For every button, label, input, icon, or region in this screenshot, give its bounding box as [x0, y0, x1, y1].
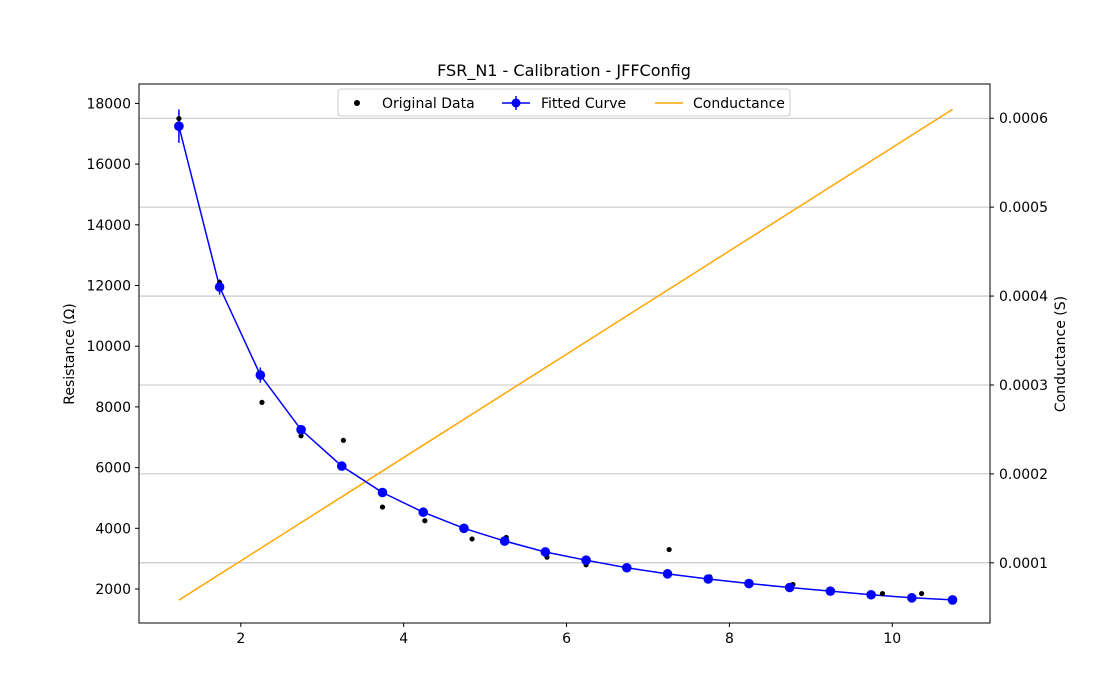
y-tick-label: 16000 [86, 157, 131, 173]
original-data-point [176, 115, 182, 122]
y2-tick-label: 0.0001 [999, 556, 1048, 572]
x-tick-label: 10 [883, 631, 901, 647]
original-data-point [259, 399, 265, 405]
original-data-point [469, 536, 475, 542]
fitted-curve-point [499, 536, 510, 546]
y-tick-label: 4000 [95, 521, 131, 537]
legend-original-label: Original Data [382, 96, 475, 112]
original-data-point [422, 518, 428, 524]
fitted-curve-point [784, 582, 795, 593]
y2-tick-label: 0.0003 [999, 378, 1048, 394]
original-data-point [666, 546, 672, 553]
y-tick-label: 10000 [86, 339, 131, 355]
fitted-curve-point [418, 507, 429, 518]
plot-frame [138, 83, 991, 624]
fitted-curve-point [703, 574, 714, 584]
series-layer [174, 108, 958, 605]
y2-axis-label: Conductance (S) [1053, 296, 1069, 412]
fitted-curve-point [336, 461, 347, 471]
y-tick-label: 12000 [86, 279, 131, 295]
y2-tick-label: 0.0005 [999, 200, 1048, 216]
legend-original-marker [354, 100, 360, 106]
fitted-curve-point [377, 487, 388, 498]
y2-tick-label: 0.0002 [999, 467, 1048, 483]
original-data-point [379, 504, 386, 510]
grid-layer [139, 117, 990, 564]
y-tick-label: 18000 [86, 96, 131, 112]
fitted-curve-point [459, 523, 469, 534]
y-tick-label: 14000 [86, 218, 131, 234]
x-tick-label: 2 [236, 631, 245, 647]
y2-tick-label: 0.0004 [999, 289, 1048, 305]
x-tick-label: 6 [562, 631, 571, 647]
original-data-point [298, 433, 304, 439]
legend-fitted-label: Fitted Curve [541, 96, 626, 112]
original-data-point [879, 590, 886, 597]
legend-box [337, 88, 791, 117]
fitted-curve-point [621, 562, 632, 573]
y2-tick-label: 0.0006 [999, 111, 1048, 127]
fitted-curve-point [825, 586, 836, 596]
fitted-curve-point [174, 121, 184, 131]
fitted-curve-line [178, 126, 953, 601]
fitted-curve-point [581, 555, 591, 565]
original-data-point [340, 437, 347, 443]
fitted-curve-point [540, 547, 551, 557]
fitted-curve-point [866, 589, 876, 600]
fitted-curve-point [744, 578, 754, 589]
x-tick-label: 8 [725, 631, 734, 647]
y-tick-label: 8000 [95, 400, 131, 416]
legend-fitted-marker [511, 98, 521, 108]
axis-layer: 2 4 6 8 10 2000 4000 6000 8000 10000 12000 14000 160… [86, 96, 1048, 647]
y-tick-label: 2000 [95, 582, 131, 598]
original-data-point [918, 590, 925, 597]
fitted-curve-point [296, 424, 306, 435]
fitted-curve-point [947, 595, 958, 605]
x-tick-label: 4 [399, 631, 408, 647]
chart-title: FSR_N1 - Calibration - JFFConfig [437, 61, 691, 81]
y-tick-label: 6000 [95, 461, 131, 477]
legend-conductance-label: Conductance [693, 96, 785, 112]
y-axis-label: Resistance (Ω) [62, 303, 78, 405]
fitted-curve-point [255, 370, 266, 380]
conductance-line [178, 108, 953, 601]
fitted-curve-point [214, 282, 225, 292]
legend: Original Data Fitted Curve Conductance [337, 88, 791, 117]
fitted-curve-point [907, 593, 917, 603]
fitted-curve-point [662, 569, 673, 579]
